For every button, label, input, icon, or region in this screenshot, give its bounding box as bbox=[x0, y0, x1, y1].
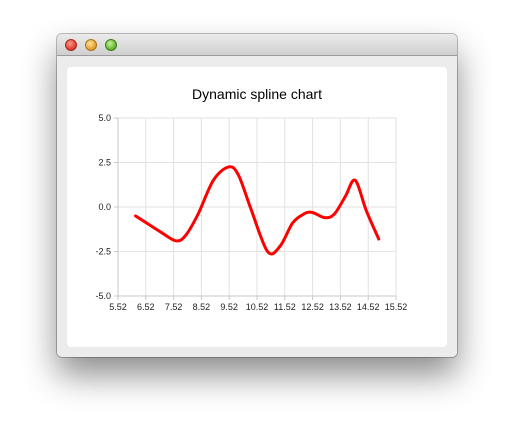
window-content: Dynamic spline chart 5.52 6.52 7.52 8.52 9.5… bbox=[57, 56, 457, 357]
close-button[interactable] bbox=[65, 39, 77, 51]
x-tick-label: 11.52 bbox=[274, 302, 296, 312]
y-tick-label: 0.0 bbox=[98, 202, 111, 212]
spline-chart: 5.52 6.52 7.52 8.52 9.52 10.52 11.52 12.52 13.52… bbox=[95, 113, 408, 312]
chart-title: Dynamic spline chart bbox=[192, 86, 322, 102]
title-bar[interactable] bbox=[57, 34, 457, 56]
x-tick-label: 10.52 bbox=[246, 302, 269, 312]
x-tick-label: 9.52 bbox=[220, 302, 238, 312]
x-tick-label: 15.52 bbox=[385, 302, 408, 312]
x-tick-label: 6.52 bbox=[137, 302, 155, 312]
app-window: Dynamic spline chart 5.52 6.52 7.52 8.52 9.5… bbox=[57, 34, 457, 357]
x-tick-label: 14.52 bbox=[357, 302, 380, 312]
y-tick-label: -5.0 bbox=[95, 291, 111, 301]
x-tick-label: 13.52 bbox=[329, 302, 352, 312]
zoom-button[interactable] bbox=[105, 39, 117, 51]
y-tick-label: 5.0 bbox=[98, 113, 111, 123]
y-tick-label: -2.5 bbox=[95, 247, 111, 257]
y-tick-label: 2.5 bbox=[98, 158, 111, 168]
minimize-button[interactable] bbox=[85, 39, 97, 51]
x-tick-label: 5.52 bbox=[109, 302, 127, 312]
x-tick-label: 7.52 bbox=[165, 302, 183, 312]
spline-series-line bbox=[134, 165, 381, 256]
x-tick-label: 8.52 bbox=[193, 302, 211, 312]
x-tick-label: 12.52 bbox=[301, 302, 324, 312]
chart-view: Dynamic spline chart 5.52 6.52 7.52 8.52 9.5… bbox=[67, 67, 447, 347]
